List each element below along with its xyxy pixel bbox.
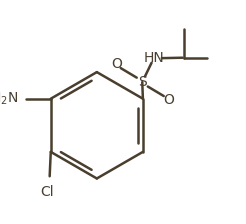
Text: O: O bbox=[163, 93, 174, 107]
Text: H$_2$N: H$_2$N bbox=[0, 90, 19, 107]
Text: Cl: Cl bbox=[41, 185, 54, 199]
Text: S: S bbox=[138, 75, 147, 89]
Text: HN: HN bbox=[144, 51, 165, 65]
Text: O: O bbox=[111, 57, 122, 71]
